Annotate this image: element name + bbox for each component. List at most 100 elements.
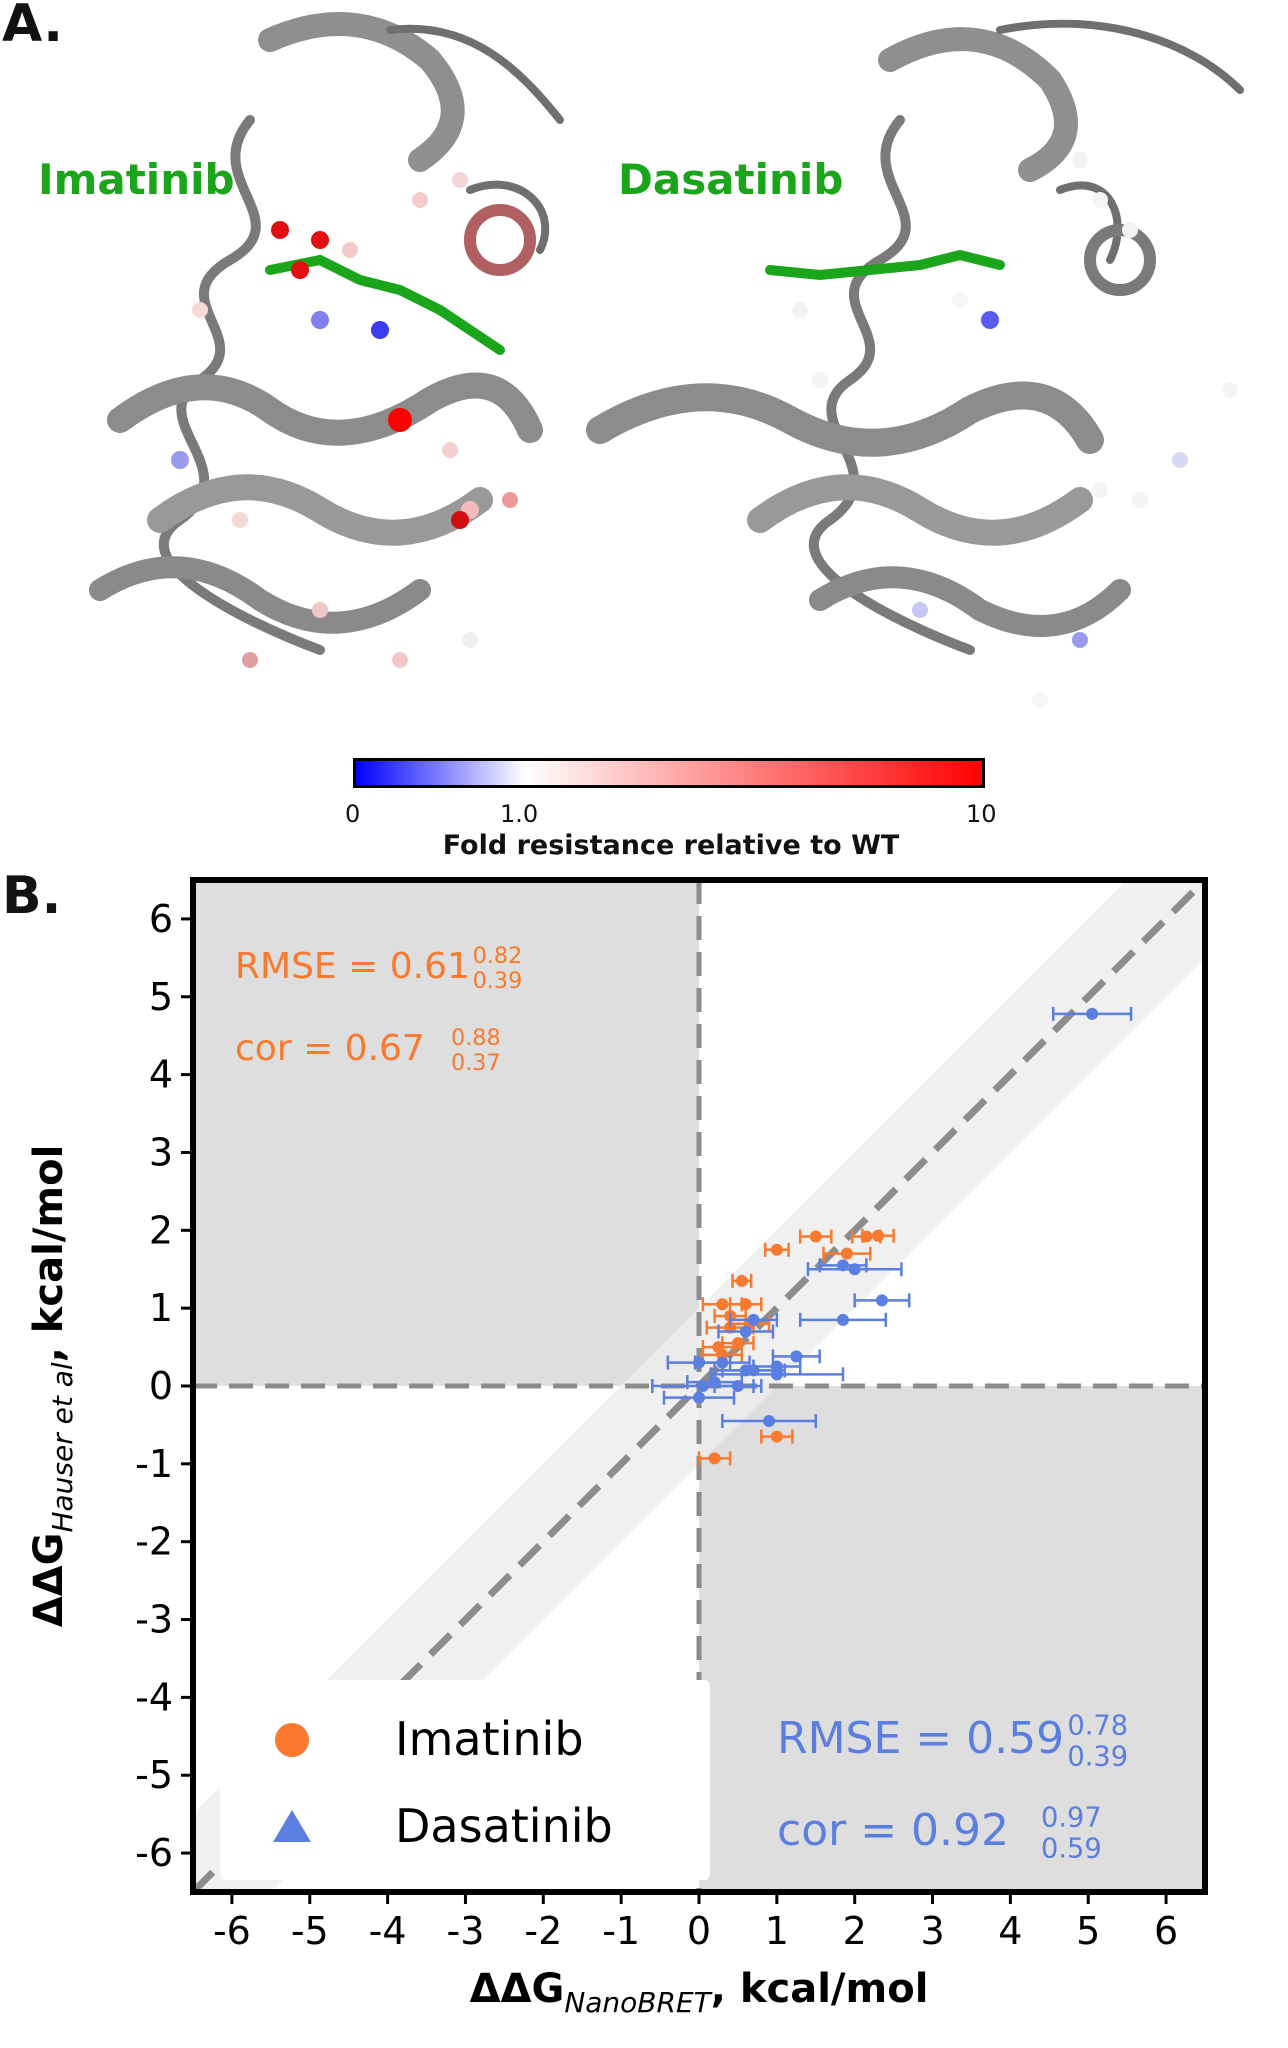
point-marker xyxy=(716,1298,729,1311)
loop-dasatinib xyxy=(996,19,1244,264)
x-tick-label: -3 xyxy=(447,1909,485,1953)
dasatinib-rmse-lower: 0.39 xyxy=(1067,1741,1128,1772)
point-marker xyxy=(747,1313,760,1326)
data-point-imatinib xyxy=(760,1429,794,1444)
helix-imatinib-3 xyxy=(89,556,431,634)
data-point-imatinib xyxy=(822,1246,872,1261)
point-marker xyxy=(1086,1007,1099,1020)
imatinib-cor-upper: 0.88 xyxy=(451,1025,501,1051)
protein-structures xyxy=(89,12,1244,708)
dasatinib-cor-lower: 0.59 xyxy=(1041,1833,1102,1864)
x-tick-label: 4 xyxy=(998,1909,1022,1953)
y-axis-title: ΔΔGHauser et al, kcal/mol xyxy=(26,1145,79,1628)
imatinib-label: Imatinib xyxy=(38,155,235,204)
data-point-dasatinib xyxy=(771,1349,821,1364)
imatinib-cor: cor = 0.67 xyxy=(235,1028,425,1069)
helix-coil-dasatinib xyxy=(1084,224,1156,296)
data-point-dasatinib xyxy=(662,1390,736,1405)
panel-b-label: B. xyxy=(2,866,62,926)
x-tick-label: -1 xyxy=(602,1909,640,1953)
imatinib-rmse-upper: 0.82 xyxy=(473,943,523,969)
quadrant-lower-right xyxy=(699,1386,1205,1892)
point-marker xyxy=(735,1274,748,1287)
data-point-dasatinib xyxy=(1051,1006,1133,1021)
x-tick-label: -2 xyxy=(524,1909,562,1953)
helix-dasatinib-3 xyxy=(809,566,1131,637)
legend-box xyxy=(220,1680,710,1880)
sheet-imatinib xyxy=(258,12,465,172)
ligand-imatinib xyxy=(265,254,505,355)
imatinib-rmse-lower: 0.39 xyxy=(473,968,523,994)
y-tick-label: 6 xyxy=(149,897,173,941)
y-tick-label: 2 xyxy=(149,1208,173,1252)
point-marker xyxy=(790,1350,803,1363)
point-marker xyxy=(809,1230,822,1243)
y-tick-label: 4 xyxy=(149,1053,173,1097)
colorbar-tick-10: 10 xyxy=(966,800,997,828)
data-point-dasatinib xyxy=(853,1293,911,1308)
point-marker xyxy=(840,1247,853,1260)
helix-imatinib-1 xyxy=(107,372,543,446)
point-marker xyxy=(770,1368,783,1381)
y-tick-label: 1 xyxy=(149,1286,173,1330)
point-marker xyxy=(860,1230,873,1243)
y-tick-label: 3 xyxy=(149,1130,173,1174)
point-marker xyxy=(693,1391,705,1404)
helix-imatinib-2 xyxy=(147,474,493,546)
legend-label-imatinib: Imatinib xyxy=(395,1712,584,1766)
residue-spheres-dasatinib xyxy=(792,152,1238,708)
data-point-imatinib xyxy=(851,1229,882,1244)
y-tick-label: -2 xyxy=(135,1520,173,1564)
colorbar-tick-0: 0 xyxy=(345,800,361,828)
quadrant-upper-left xyxy=(193,880,699,1386)
dasatinib-rmse: RMSE = 0.59 xyxy=(777,1713,1064,1764)
colorbar-tick-1: 1.0 xyxy=(500,800,539,828)
y-tick-label: -3 xyxy=(135,1598,173,1642)
scatter-chart: -6 -6 -5 -5 -4 -4 -3 -3 -2 -2 -1 -1 0 0 1 1 2 2 3 3 4 4 5 5 6 6 ΔΔ… xyxy=(26,877,1208,2019)
data-point-dasatinib xyxy=(818,1258,868,1273)
helix-coil-imatinib xyxy=(464,204,536,276)
point-marker xyxy=(770,1430,783,1443)
data-point-imatinib xyxy=(728,1297,763,1312)
point-marker xyxy=(837,1313,850,1326)
point-marker xyxy=(708,1452,721,1465)
data-point-dasatinib xyxy=(798,1312,888,1327)
sheet-dasatinib xyxy=(878,27,1078,182)
data-point-imatinib xyxy=(697,1451,732,1466)
panel-a-label: A. xyxy=(2,0,63,54)
x-axis-title: ΔΔGNanoBRET, kcal/mol xyxy=(470,1966,929,2019)
loop-imatinib xyxy=(386,24,564,254)
y-tick-label: 5 xyxy=(149,975,173,1019)
x-tick-label: 6 xyxy=(1154,1909,1178,1953)
y-tick-label: -6 xyxy=(135,1831,173,1875)
points-layer xyxy=(651,1006,1133,1466)
point-marker xyxy=(696,1380,709,1392)
ligand-dasatinib xyxy=(765,249,1005,281)
colorbar-label: Fold resistance relative to WT xyxy=(442,830,900,861)
dasatinib-cor: cor = 0.92 xyxy=(777,1805,1009,1856)
x-tick-label: 5 xyxy=(1076,1909,1100,1953)
y-tick-label: 0 xyxy=(149,1364,173,1408)
data-point-imatinib xyxy=(701,1347,744,1362)
y-tick-label: -5 xyxy=(135,1753,173,1797)
legend-marker-imatinib xyxy=(275,1723,309,1757)
dasatinib-label: Dasatinib xyxy=(618,155,844,204)
y-tick-label: -1 xyxy=(135,1442,173,1486)
x-tick-label: 1 xyxy=(765,1909,789,1953)
imatinib-structure xyxy=(89,12,564,668)
x-tick-label: 3 xyxy=(920,1909,944,1953)
x-tick-label: -4 xyxy=(369,1909,407,1953)
point-marker xyxy=(739,1325,752,1338)
axis-layer: -6 -6 -5 -5 -4 -4 -3 -3 -2 -2 -1 -1 0 0 1 1 2 2 3 3 4 4 5 5 6 6 ΔΔ… xyxy=(26,877,1208,2019)
x-tick-label: -6 xyxy=(213,1909,251,1953)
colorbar xyxy=(353,758,985,788)
point-marker xyxy=(693,1356,705,1369)
data-point-dasatinib xyxy=(728,1312,779,1327)
y-tick-label: -4 xyxy=(135,1675,173,1719)
legend-label-dasatinib: Dasatinib xyxy=(395,1799,613,1853)
imatinib-rmse: RMSE = 0.61 xyxy=(235,946,470,987)
data-point-dasatinib xyxy=(666,1355,732,1370)
helix-dasatinib-2 xyxy=(747,474,1093,546)
imatinib-cor-lower: 0.37 xyxy=(451,1050,501,1076)
point-marker xyxy=(770,1243,783,1256)
